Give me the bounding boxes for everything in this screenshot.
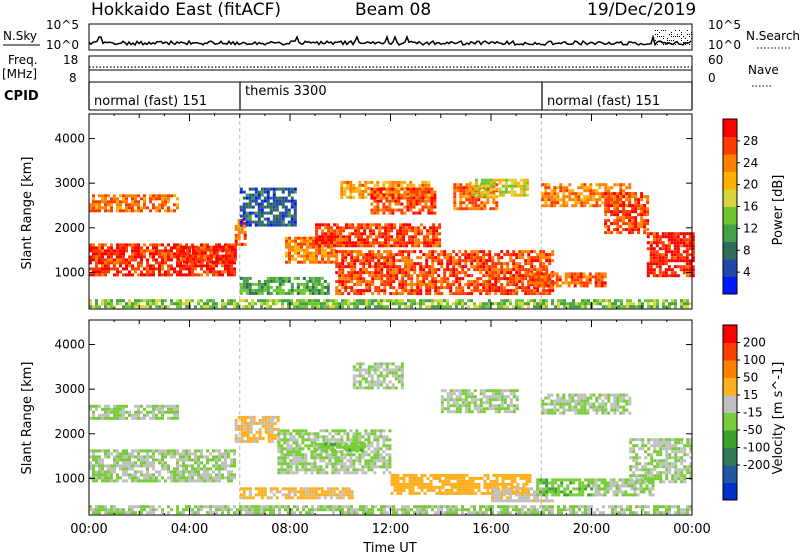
- power-panel: Slant Range [km] 1000 2000 3000 4000: [20, 113, 695, 310]
- power-y-axis: 1000 2000 3000 4000: [54, 132, 692, 279]
- echo-band: [89, 505, 692, 515]
- velocity-echoes: [89, 320, 693, 515]
- x-tick-label: 20:00: [573, 522, 610, 537]
- freq-label: Freq.: [8, 53, 38, 67]
- colorbar-tick-label: 15: [743, 388, 758, 402]
- beam-title: Beam 08: [355, 0, 431, 20]
- nave-label: Nave: [748, 63, 779, 77]
- echo-band: [541, 393, 632, 415]
- cpid-label: CPID: [4, 89, 39, 104]
- colorbar-tick-label: 100: [743, 353, 766, 367]
- nsearch-tick-top: 10^5: [708, 18, 741, 32]
- freq-tick-bottom: 8: [69, 71, 77, 85]
- freq-unit: [MHz]: [2, 67, 37, 81]
- velocity-y-axis: 1000 2000 3000 4000: [54, 338, 692, 485]
- y-tick-label: 3000: [54, 176, 85, 190]
- power-colorbar: 4 8 12 16 20 24 28: [722, 118, 758, 295]
- echo-band: [89, 404, 179, 420]
- power-ylabel: Slant Range [km]: [20, 157, 35, 270]
- x-tick-label: 08:00: [271, 522, 308, 537]
- echo-band: [541, 183, 632, 208]
- y-tick-label: 1000: [54, 471, 85, 485]
- echo-band: [89, 449, 236, 483]
- echo-band: [234, 218, 247, 246]
- time-axis-label: Time UT: [362, 541, 416, 554]
- nsearch-tick-bottom: 10^0: [708, 38, 741, 52]
- colorbar-tick-label: 8: [743, 243, 751, 257]
- velocity-colorbar: 200 100 50 15 -15 -50 -100 -200: [722, 324, 770, 501]
- colorbar-tick-label: 12: [743, 221, 758, 235]
- echo-band: [352, 362, 404, 390]
- echo-band: [315, 442, 367, 452]
- y-tick-label: 2000: [54, 427, 85, 441]
- colorbar-tick-label: 20: [743, 178, 758, 192]
- nsearch-trace: [655, 30, 692, 45]
- colorbar-tick-label: 16: [743, 200, 758, 214]
- colorbar-tick-label: 28: [743, 134, 758, 148]
- colorbar-tick-label: -15: [743, 406, 763, 420]
- y-tick-label: 2000: [54, 221, 85, 235]
- x-tick-label: 12:00: [372, 522, 409, 537]
- freq-tick-top: 18: [63, 53, 78, 67]
- echo-band: [277, 429, 392, 475]
- x-tick-label: 04:00: [171, 522, 208, 537]
- echo-band: [646, 232, 695, 278]
- velocity-ylabel: Slant Range [km]: [20, 362, 35, 475]
- x-tick-label: 00:00: [673, 522, 710, 537]
- y-tick-label: 4000: [54, 132, 85, 146]
- echo-band: [468, 178, 529, 197]
- echo-band: [315, 223, 442, 248]
- echo-band: [536, 478, 594, 497]
- power-echoes: [89, 114, 695, 309]
- x-tick-label: 16:00: [472, 522, 509, 537]
- echo-band: [629, 438, 693, 484]
- cpid-segment-2: themis 3300: [245, 84, 327, 99]
- cpid-segment-3: normal (fast) 151: [547, 94, 660, 109]
- y-tick-label: 1000: [54, 265, 85, 279]
- echo-band: [239, 187, 297, 227]
- colorbar-tick-label: 4: [743, 265, 751, 279]
- colorbar-tick-label: -50: [743, 423, 763, 437]
- echo-band: [604, 192, 650, 235]
- date-title: 19/Dec/2019: [587, 0, 696, 20]
- echo-band: [89, 194, 179, 213]
- echo-band: [528, 272, 607, 288]
- colorbar-tick-label: 24: [743, 156, 758, 170]
- nsky-tick-top: 10^5: [46, 18, 79, 32]
- cpid-segment-1: normal (fast) 151: [94, 94, 207, 109]
- echo-band: [239, 276, 330, 295]
- freq-panel: Freq. [MHz] 18 8 60 0 Nave: [2, 53, 779, 87]
- y-tick-label: 4000: [54, 338, 85, 352]
- nave-tick-top: 60: [708, 53, 723, 67]
- velocity-x-axis: 00:00 04:00 08:00 12:00 16:00 20:00 00:00: [70, 320, 711, 537]
- velocity-colorbar-label: Velocity [m s^-1]: [771, 362, 786, 475]
- cpid-panel: CPID normal (fast) 151 themis 3300 norma…: [4, 82, 693, 111]
- nsky-trace: [88, 34, 692, 47]
- echo-band: [370, 187, 437, 215]
- x-tick-label: 00:00: [70, 522, 107, 537]
- colorbar-tick-label: -200: [743, 458, 770, 472]
- power-x-axis: [88, 114, 693, 309]
- colorbar-tick-label: 200: [743, 336, 766, 350]
- echo-band: [440, 389, 519, 414]
- nsky-label: N.Sky: [3, 29, 37, 43]
- nsky-tick-bottom: 10^0: [46, 38, 79, 52]
- station-title: Hokkaido East (fitACF): [91, 0, 281, 20]
- echo-band: [239, 487, 354, 500]
- nsky-panel: N.Sky 10^5 10^0 10^5 10^0 N.Search: [3, 18, 800, 52]
- colorbar-tick-label: 50: [743, 371, 758, 385]
- nsearch-label: N.Search: [746, 29, 800, 43]
- echo-band: [234, 415, 280, 443]
- echo-band: [390, 473, 532, 495]
- echo-band: [89, 299, 692, 309]
- colorbar-tick-label: -100: [743, 441, 770, 455]
- echo-band: [591, 478, 655, 497]
- nave-tick-bottom: 0: [708, 71, 716, 85]
- y-tick-label: 3000: [54, 382, 85, 396]
- echo-band: [176, 245, 237, 264]
- power-colorbar-label: Power [dB]: [771, 175, 786, 246]
